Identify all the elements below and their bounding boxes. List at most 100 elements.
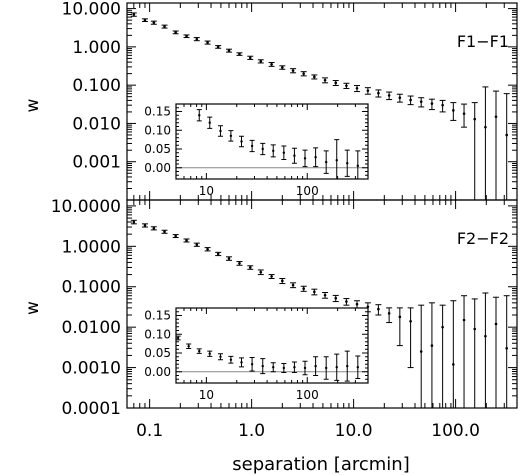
panel-label: F2−F2 bbox=[457, 229, 509, 248]
point-marker bbox=[441, 103, 444, 107]
point-marker bbox=[355, 302, 359, 306]
point-marker bbox=[185, 34, 188, 38]
inset-data-point bbox=[249, 139, 255, 153]
data-point bbox=[204, 40, 211, 45]
data-point bbox=[450, 102, 457, 121]
point-marker bbox=[152, 21, 156, 24]
inset-data-point bbox=[344, 149, 350, 177]
inset-data-point bbox=[260, 142, 266, 156]
data-point bbox=[300, 71, 307, 77]
data-point bbox=[150, 20, 157, 25]
point-marker bbox=[334, 81, 338, 85]
data-point bbox=[418, 97, 425, 108]
y-tick-label: 0.0001 bbox=[62, 399, 121, 419]
data-point bbox=[428, 98, 435, 111]
inset-data-point bbox=[207, 350, 213, 357]
inset-x-tick-label: 10 bbox=[199, 388, 214, 402]
inset-point-marker bbox=[303, 157, 307, 160]
y-tick-label: 0.0010 bbox=[62, 359, 121, 379]
inset-point-marker bbox=[219, 129, 222, 133]
inset-data-point bbox=[239, 357, 245, 368]
point-marker bbox=[419, 100, 423, 103]
inset-data-point bbox=[239, 135, 245, 148]
point-marker bbox=[462, 112, 466, 115]
inset-point-marker bbox=[261, 364, 264, 368]
point-marker bbox=[345, 84, 348, 87]
data-point bbox=[332, 80, 339, 86]
point-marker bbox=[484, 125, 487, 129]
inset-point-marker bbox=[314, 364, 317, 368]
data-point bbox=[204, 247, 211, 252]
x-axis-label: separation [arcmin] bbox=[232, 454, 409, 475]
point-marker bbox=[206, 41, 209, 44]
point-marker bbox=[174, 234, 177, 238]
data-point bbox=[183, 238, 190, 243]
point-marker bbox=[366, 89, 370, 92]
point-marker bbox=[430, 102, 434, 105]
data-point bbox=[225, 48, 232, 53]
data-point bbox=[311, 288, 318, 296]
point-marker bbox=[195, 37, 199, 41]
data-point bbox=[354, 300, 361, 309]
data-point bbox=[268, 274, 275, 279]
data-point bbox=[439, 304, 446, 408]
data-point bbox=[130, 219, 137, 225]
data-point bbox=[493, 90, 500, 200]
inset-data-point bbox=[196, 348, 202, 354]
point-marker bbox=[281, 279, 284, 283]
y-tick-label: 0.001 bbox=[72, 153, 121, 173]
data-point bbox=[375, 89, 382, 98]
inset-point-marker bbox=[346, 162, 349, 165]
data-point bbox=[322, 292, 329, 299]
inset-y-tick-label: 0.15 bbox=[144, 309, 171, 323]
inset-point-marker bbox=[282, 151, 286, 154]
inset-point-marker bbox=[324, 366, 328, 370]
point-marker bbox=[398, 315, 402, 319]
inset-point-marker bbox=[187, 345, 190, 348]
data-point bbox=[193, 242, 200, 247]
data-point bbox=[503, 295, 510, 408]
point-marker bbox=[398, 96, 402, 100]
inset-data-point bbox=[228, 130, 234, 142]
inset-point-marker bbox=[240, 140, 243, 143]
inset-data-point bbox=[260, 358, 266, 375]
data-point bbox=[396, 307, 403, 347]
y-axis-label: w bbox=[23, 301, 43, 315]
inset-point-marker bbox=[261, 147, 264, 151]
data-point bbox=[450, 300, 457, 408]
point-marker bbox=[281, 66, 284, 69]
inset-data-point bbox=[186, 343, 192, 349]
inset-y-tick-label: 0.00 bbox=[144, 365, 171, 379]
y-tick-label: 1.0000 bbox=[62, 237, 121, 257]
inset-data-point bbox=[355, 355, 361, 379]
inset-plot: 0.15 0.10 0.05 0.00 10 100 bbox=[144, 307, 369, 402]
point-marker bbox=[248, 266, 252, 269]
inset-point-marker bbox=[303, 366, 307, 370]
inset-data-point bbox=[217, 353, 223, 361]
data-point bbox=[407, 307, 414, 369]
point-marker bbox=[323, 293, 327, 297]
data-point bbox=[418, 304, 425, 408]
data-point bbox=[161, 229, 168, 234]
point-marker bbox=[452, 363, 455, 366]
inset-background bbox=[176, 308, 368, 383]
point-marker bbox=[248, 56, 252, 60]
inset-data-point bbox=[228, 355, 234, 364]
point-marker bbox=[494, 115, 498, 118]
data-point bbox=[471, 298, 478, 408]
point-marker bbox=[462, 318, 466, 322]
data-point bbox=[311, 74, 318, 80]
data-point bbox=[322, 77, 329, 84]
y-tick-label: 1.000 bbox=[72, 38, 121, 58]
inset-y-tick-label: 0.05 bbox=[144, 142, 171, 156]
inset-point-marker bbox=[314, 156, 317, 159]
inset-data-point bbox=[313, 147, 319, 168]
inset-point-marker bbox=[198, 114, 201, 117]
y-tick-label: 0.0100 bbox=[62, 318, 121, 338]
x-tick-label: 100.0 bbox=[431, 421, 480, 441]
y-tick-label: 10.000 bbox=[62, 0, 121, 20]
data-point bbox=[300, 285, 307, 292]
data-point bbox=[439, 99, 446, 113]
data-point bbox=[461, 295, 468, 408]
data-point bbox=[257, 269, 264, 276]
